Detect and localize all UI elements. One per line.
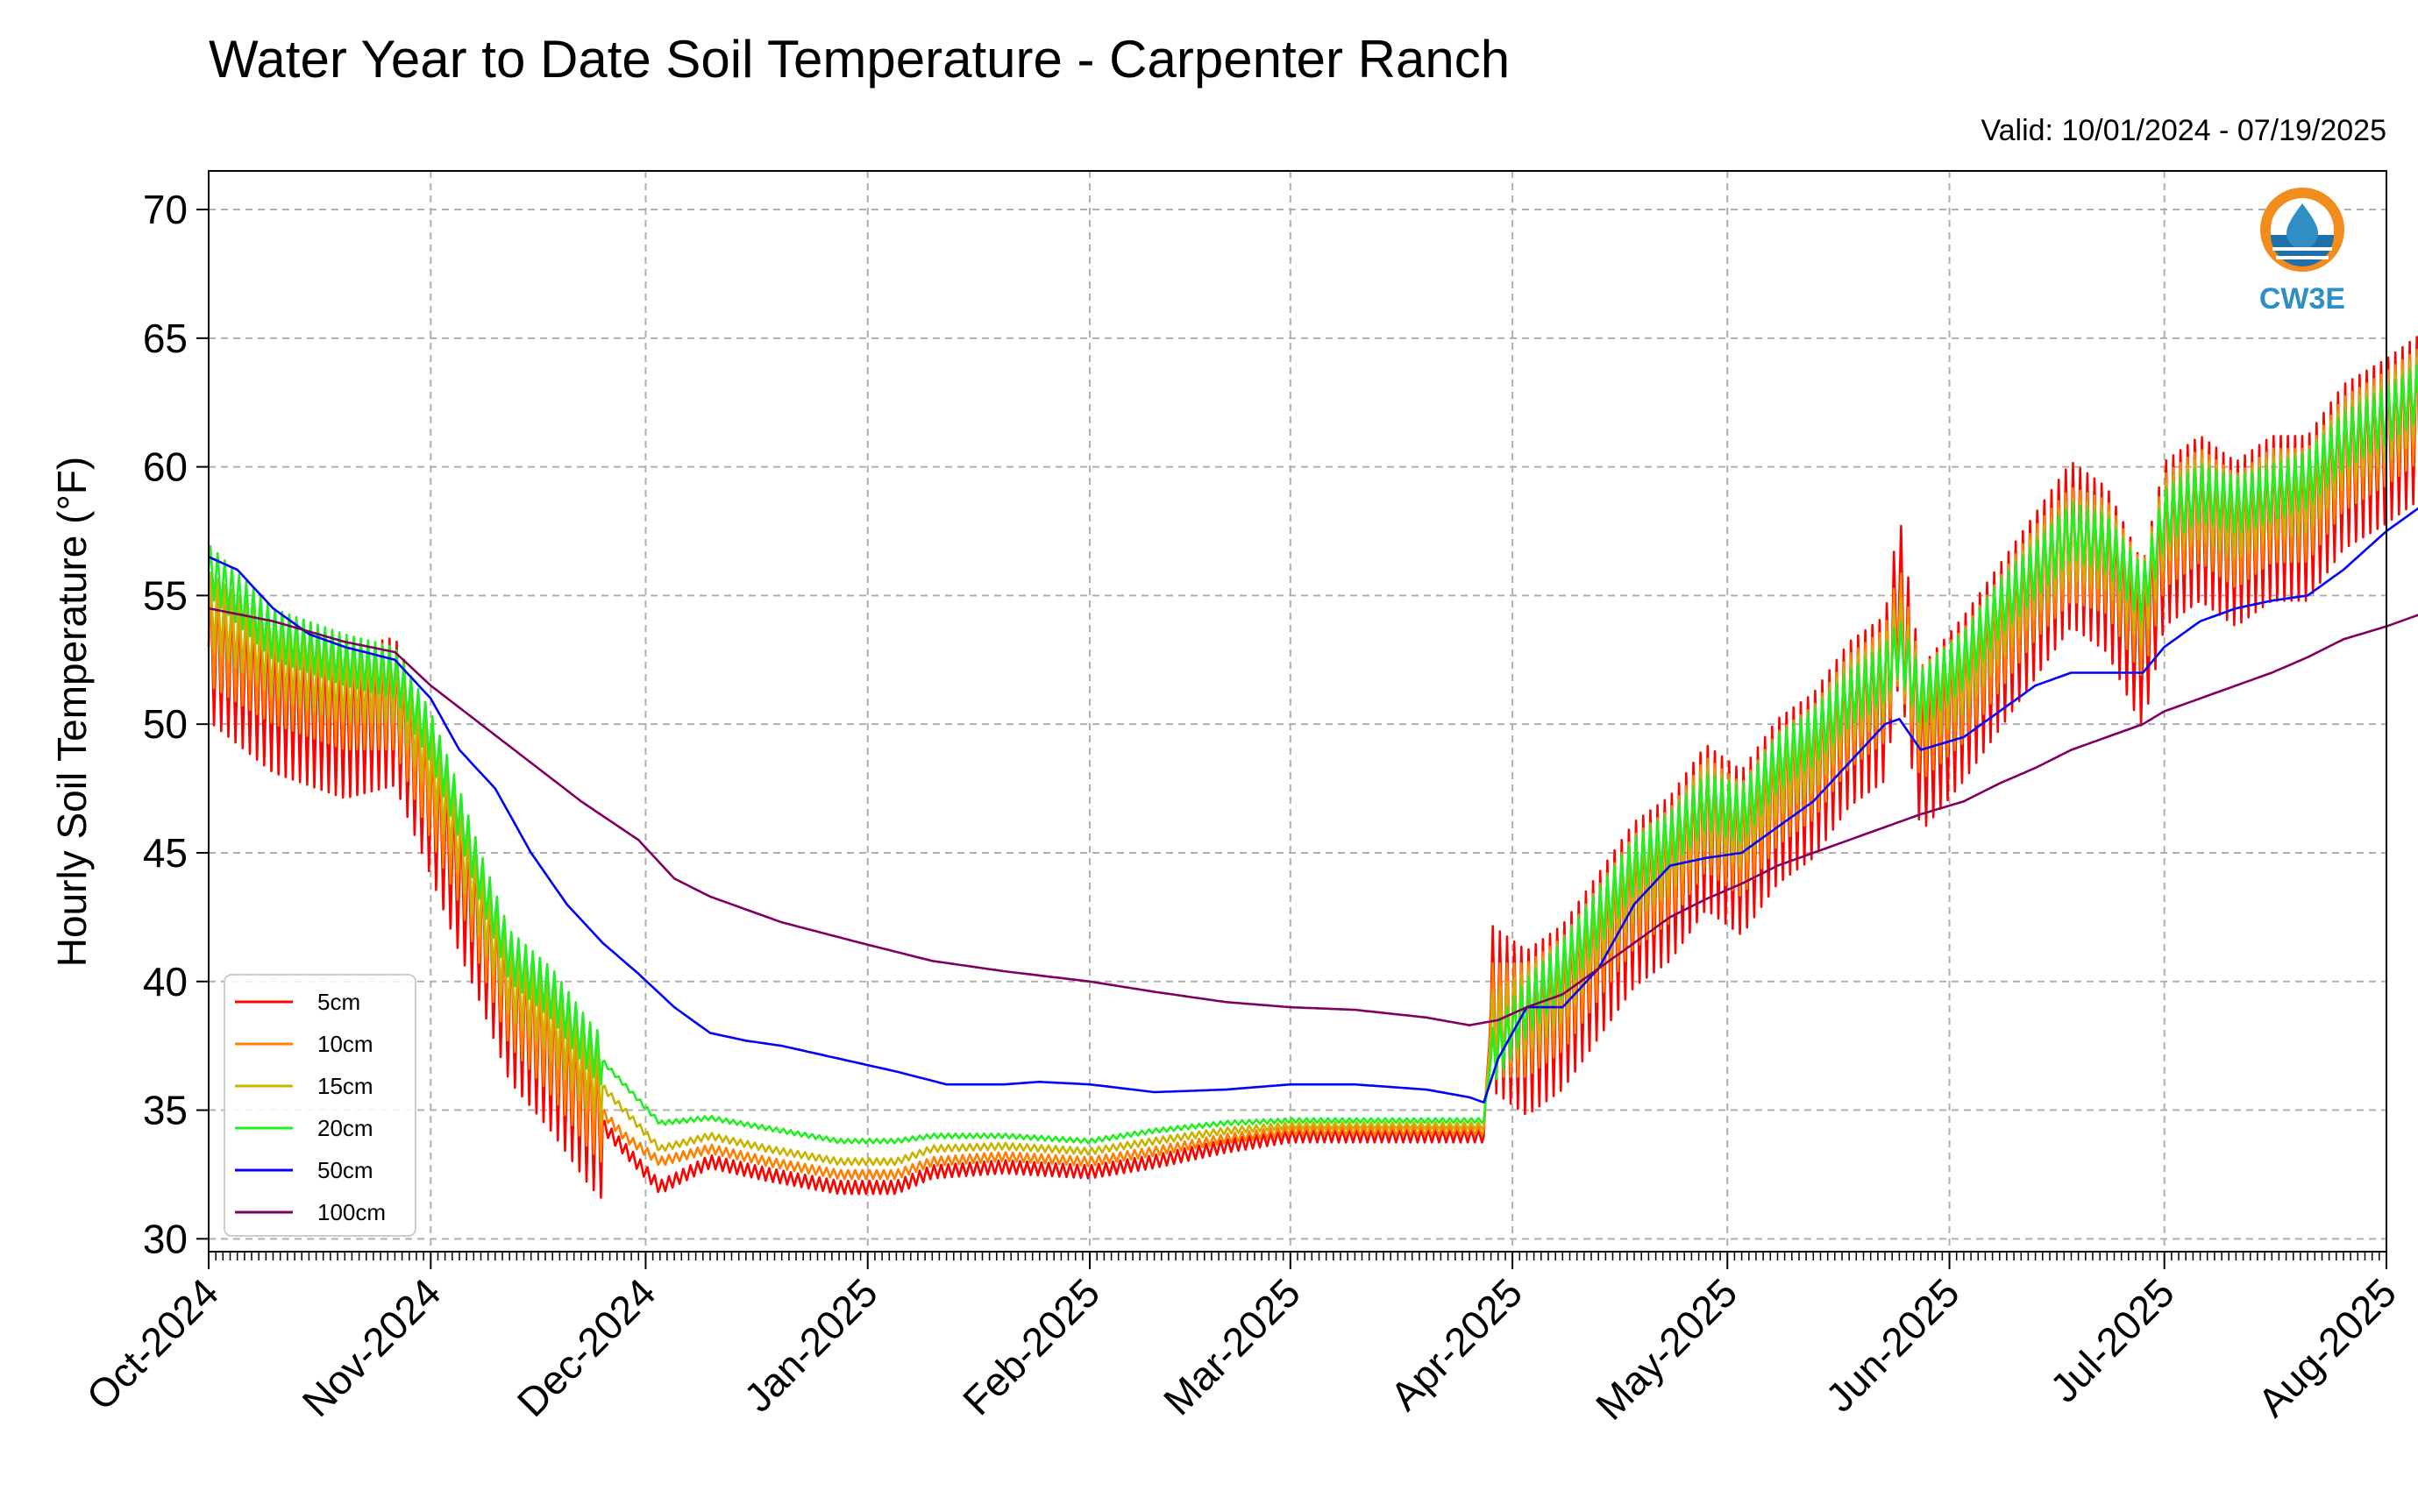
cw3e-logo-icon: [2260, 188, 2344, 272]
y-tick-label: 55: [143, 572, 188, 618]
legend-label-10cm: 10cm: [317, 1031, 373, 1057]
series-line-50cm: [208, 507, 2418, 1104]
logo-text: CW3E: [2259, 282, 2345, 316]
series-line-20cm: [207, 364, 2418, 1145]
legend-label-50cm: 50cm: [317, 1157, 373, 1183]
x-minor-ticks: [208, 1252, 2387, 1260]
legend-label-20cm: 20cm: [317, 1115, 373, 1141]
y-tick-label: 45: [143, 830, 188, 876]
series-lines: [207, 336, 2418, 1199]
legend-label-5cm: 5cm: [317, 989, 360, 1015]
y-tick-label: 30: [143, 1216, 188, 1261]
legend-label-15cm: 15cm: [317, 1073, 373, 1099]
y-tick-label: 70: [143, 187, 188, 232]
y-axis-label: Hourly Soil Temperature (°F): [49, 457, 95, 968]
chart-title: Water Year to Date Soil Temperature - Ca…: [209, 30, 1510, 89]
series-line-100cm: [208, 607, 2418, 1026]
cw3e-logo: CW3E: [2259, 188, 2345, 316]
y-tick-label: 40: [143, 959, 188, 1004]
y-tick-label: 50: [143, 701, 188, 747]
valid-range-label: Valid: 10/01/2024 - 07/19/2025: [1981, 114, 2386, 147]
legend-label-100cm: 100cm: [317, 1199, 386, 1225]
y-tick-label: 35: [143, 1088, 188, 1133]
y-tick-label: 60: [143, 444, 188, 490]
y-tick-label: 65: [143, 316, 188, 361]
legend: 5cm 10cm 15cm 20cm 50cm 100cm: [224, 974, 416, 1237]
